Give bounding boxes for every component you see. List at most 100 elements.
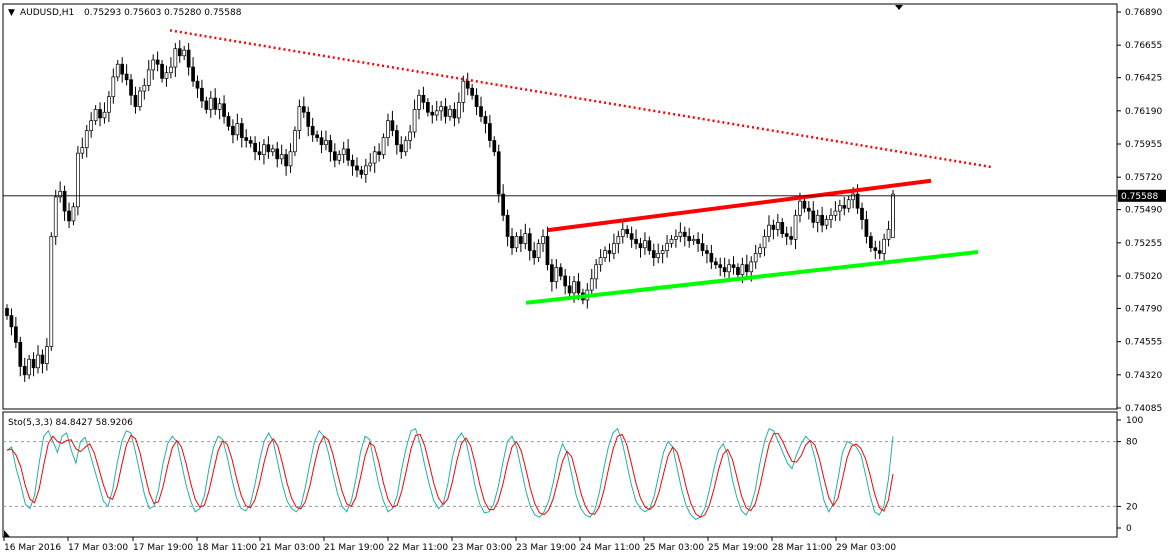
time-tick-label: 21 Mar 19:00 — [324, 543, 384, 553]
stochastic-lines — [3, 427, 1117, 520]
candle-body — [324, 140, 328, 146]
candle-body — [355, 165, 359, 171]
candle-body — [678, 231, 683, 237]
candle-body — [762, 236, 767, 249]
trendlines[interactable] — [169, 29, 994, 305]
candle-body — [576, 281, 581, 294]
stochastic-axis: 100 80 20 0 — [1117, 416, 1143, 534]
candle-body — [868, 236, 873, 249]
candle-body — [275, 148, 280, 160]
candle-body — [448, 109, 452, 117]
candle-body — [107, 96, 111, 113]
candle-body — [625, 229, 630, 234]
candle-body — [519, 236, 523, 244]
candle-body — [789, 236, 793, 240]
time-tick-label: 21 Mar 03:00 — [260, 543, 320, 553]
candle-body — [337, 154, 342, 161]
candle-body — [151, 59, 156, 71]
candle-body — [474, 94, 479, 107]
candle-body — [9, 315, 14, 328]
stochastic-tick-label: 20 — [1126, 502, 1138, 512]
candle-body — [115, 63, 120, 78]
candle-body — [191, 66, 195, 82]
trendline — [169, 29, 994, 169]
current-price-box — [1118, 189, 1166, 202]
candle-body — [124, 73, 129, 81]
candle-body — [607, 250, 612, 254]
candle-body — [297, 106, 302, 131]
candle-body — [545, 236, 550, 266]
candle-body — [76, 152, 80, 208]
price-axis: 0.76890 0.76655 0.76425 0.76190 0.75955 0.757… — [1117, 8, 1162, 414]
candle-body — [40, 354, 45, 364]
candle-body — [753, 253, 758, 263]
time-tick-label: 24 Mar 11:00 — [580, 543, 640, 553]
candle-body — [164, 72, 169, 79]
candle-body — [377, 151, 381, 155]
candle-body — [767, 224, 771, 237]
candle-body — [833, 210, 838, 216]
trendline — [525, 250, 979, 305]
time-tick-label: 23 Mar 19:00 — [516, 543, 576, 553]
candle-body — [186, 49, 191, 68]
candle-body — [815, 214, 820, 223]
candle-body — [855, 193, 860, 209]
stochastic-d-line — [6, 433, 894, 518]
candle-body — [718, 264, 723, 268]
price-tick-label: 0.74790 — [1125, 304, 1162, 314]
candle-body — [771, 224, 776, 230]
candle-body — [319, 137, 324, 146]
candle-body — [98, 109, 102, 119]
candle-body — [674, 236, 678, 240]
main-plot-area — [2, 3, 1118, 410]
candle-body — [483, 116, 488, 124]
candle-body — [394, 130, 399, 146]
candle-body — [758, 247, 762, 254]
candle-body — [775, 222, 780, 230]
candle-body — [182, 49, 187, 57]
candle-body — [22, 366, 27, 376]
candle-body — [643, 240, 647, 249]
price-tick-label: 0.76425 — [1125, 74, 1162, 84]
candle-body — [470, 87, 474, 96]
price-tick-label: 0.75490 — [1125, 206, 1162, 216]
chart-shift-marker[interactable] — [895, 5, 903, 10]
candle-body — [58, 190, 63, 198]
candle-body — [558, 267, 563, 277]
candle-body — [749, 261, 754, 273]
candle-body — [173, 48, 178, 68]
candle-body — [563, 275, 568, 287]
candle-body — [328, 140, 333, 153]
candle-body — [700, 243, 705, 251]
time-tick-label: 28 Mar 11:00 — [772, 543, 832, 553]
candle-body — [146, 69, 151, 86]
candle-body — [14, 326, 18, 343]
candle-body — [399, 144, 404, 153]
candle-body — [408, 131, 412, 141]
candle-body — [554, 267, 559, 282]
candle-body — [514, 236, 519, 249]
candle-body — [572, 281, 576, 294]
candle-body — [386, 120, 390, 138]
candle-body — [62, 190, 67, 212]
candle-body — [647, 240, 652, 251]
candle-body — [802, 200, 807, 209]
candle-body — [102, 111, 107, 119]
chart-menu-arrow[interactable]: ▼ — [8, 8, 15, 18]
candle-body — [820, 214, 824, 226]
candle-body — [629, 233, 634, 240]
candle-body — [430, 111, 435, 116]
candle-body — [465, 80, 470, 89]
candle-body — [129, 79, 133, 96]
candle-body — [457, 102, 461, 119]
candle-body — [288, 151, 293, 167]
time-tick-label: 16 Mar 2016 — [4, 543, 61, 553]
candle-body — [696, 238, 700, 244]
candle-body — [27, 358, 31, 376]
candle-body — [527, 233, 532, 251]
candle-body — [253, 142, 257, 153]
candle-body — [93, 109, 98, 122]
time-tick-label: 25 Mar 19:00 — [708, 543, 768, 553]
candle-body — [829, 214, 833, 220]
